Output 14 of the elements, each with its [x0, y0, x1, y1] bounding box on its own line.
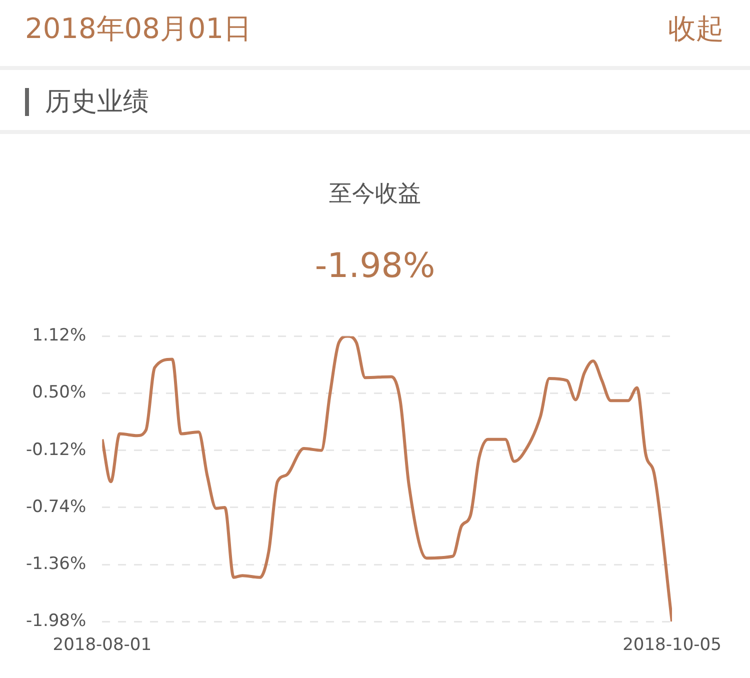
x-tick-label: 2018-10-05: [622, 635, 722, 656]
y-tick-label: -1.36%: [26, 554, 86, 574]
chart-subtitle: -1.98%: [314, 246, 436, 286]
y-tick-label: -1.98%: [26, 611, 86, 632]
text: 历史业绩: [45, 86, 149, 119]
y-tick-label: 1.12%: [32, 326, 86, 346]
text: 2018年08月01日: [25, 11, 252, 47]
x-tick-label: 2018-08-01: [52, 635, 152, 656]
chart-title: 至今收益: [328, 180, 422, 209]
y-tick-label: -0.74%: [26, 496, 86, 517]
y-tick-label: 0.50%: [32, 382, 86, 403]
line-series: [102, 336, 672, 622]
y-tick-label: -0.12%: [26, 440, 86, 460]
text: 收起: [668, 11, 724, 47]
